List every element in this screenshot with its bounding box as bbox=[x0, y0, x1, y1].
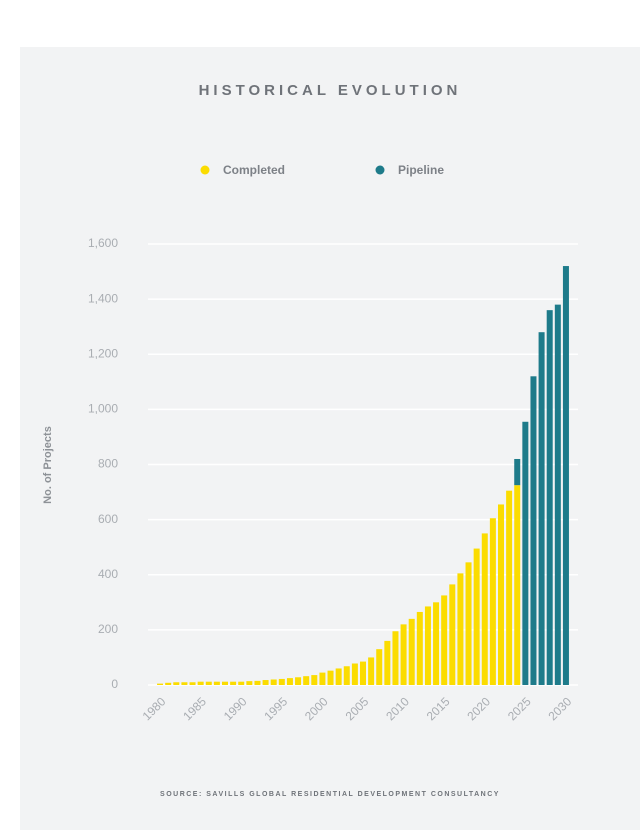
bar bbox=[514, 458, 521, 486]
y-tick-label: 1,000 bbox=[88, 402, 118, 416]
bar bbox=[165, 682, 172, 685]
bar bbox=[303, 676, 310, 685]
bar bbox=[270, 679, 277, 685]
bar bbox=[343, 666, 350, 685]
y-tick-label: 800 bbox=[98, 457, 118, 471]
bar bbox=[481, 533, 488, 685]
bar bbox=[238, 681, 245, 685]
bar bbox=[376, 649, 383, 685]
y-tick-label: 1,200 bbox=[88, 346, 118, 360]
bar bbox=[473, 548, 480, 685]
bar bbox=[368, 657, 375, 685]
bar bbox=[213, 681, 220, 685]
bar bbox=[286, 678, 293, 685]
bar bbox=[359, 661, 367, 685]
bar bbox=[319, 672, 326, 685]
legend-label: Completed bbox=[223, 163, 285, 177]
legend-dot bbox=[375, 165, 385, 175]
y-tick-label: 1,600 bbox=[88, 236, 118, 250]
legend-dot bbox=[200, 165, 210, 175]
bar bbox=[189, 682, 196, 685]
bar bbox=[197, 681, 204, 685]
bar bbox=[278, 678, 285, 685]
y-axis-label: No. of Projects bbox=[42, 426, 54, 504]
bar bbox=[489, 518, 496, 685]
bar bbox=[441, 595, 448, 685]
y-tick-label: 400 bbox=[98, 567, 118, 581]
bar bbox=[514, 485, 521, 685]
bar bbox=[506, 490, 513, 685]
bar bbox=[530, 376, 537, 685]
bar bbox=[246, 681, 253, 685]
bar bbox=[554, 304, 561, 685]
bar bbox=[221, 681, 229, 685]
y-tick-label: 600 bbox=[98, 512, 118, 526]
bar bbox=[457, 573, 464, 685]
bar bbox=[335, 668, 342, 685]
bar bbox=[408, 618, 415, 685]
bar bbox=[400, 624, 407, 685]
bar bbox=[311, 675, 318, 685]
bar bbox=[424, 606, 431, 685]
bar bbox=[327, 670, 334, 685]
y-tick-label: 200 bbox=[98, 622, 118, 636]
card bbox=[20, 47, 640, 830]
y-tick-label: 1,400 bbox=[88, 291, 118, 305]
bar bbox=[295, 677, 302, 685]
bar bbox=[262, 680, 269, 685]
bar bbox=[433, 602, 440, 685]
source: SOURCE: SAVILLS GLOBAL RESIDENTIAL DEVEL… bbox=[160, 791, 500, 798]
bar bbox=[384, 640, 391, 685]
bar bbox=[205, 681, 212, 685]
bar bbox=[497, 504, 505, 685]
bar bbox=[181, 682, 188, 685]
y-tick-label: 0 bbox=[111, 677, 118, 691]
bar bbox=[351, 663, 358, 685]
bar bbox=[416, 611, 423, 685]
legend-label: Pipeline bbox=[398, 163, 444, 177]
bar bbox=[254, 680, 261, 685]
bar bbox=[449, 584, 456, 685]
bar bbox=[522, 421, 529, 685]
bar bbox=[562, 266, 569, 685]
bar bbox=[157, 683, 164, 685]
bar bbox=[392, 631, 399, 685]
chart-title: HISTORICAL EVOLUTION bbox=[199, 82, 462, 99]
bar bbox=[173, 682, 180, 685]
bar bbox=[538, 332, 545, 685]
bar bbox=[546, 310, 553, 685]
bar bbox=[465, 562, 472, 685]
bar bbox=[230, 681, 237, 685]
